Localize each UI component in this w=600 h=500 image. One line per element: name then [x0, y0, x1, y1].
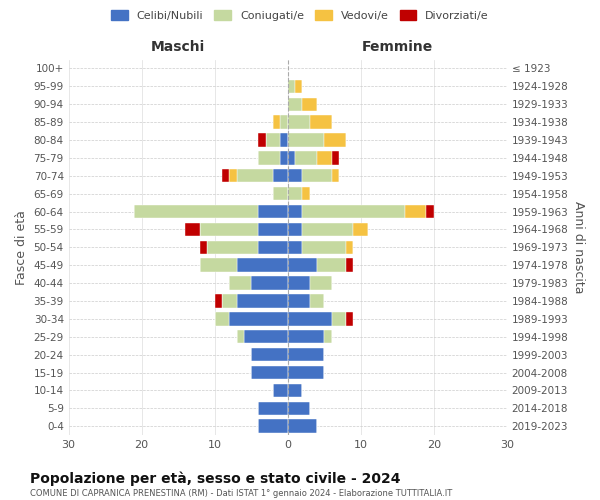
Bar	[310, 116, 331, 129]
Bar	[259, 420, 287, 433]
Bar	[404, 205, 427, 218]
Bar	[200, 258, 236, 272]
Bar	[287, 240, 302, 254]
Bar	[331, 169, 339, 182]
Bar	[259, 205, 287, 218]
Legend: Celibi/Nubili, Coniugati/e, Vedovi/e, Divorziati/e: Celibi/Nubili, Coniugati/e, Vedovi/e, Di…	[107, 6, 493, 25]
Bar	[273, 187, 287, 200]
Bar	[273, 116, 280, 129]
Bar	[208, 240, 259, 254]
Bar	[331, 312, 346, 326]
Bar	[287, 330, 324, 344]
Bar	[273, 384, 287, 397]
Bar	[287, 312, 331, 326]
Bar	[287, 134, 324, 146]
Bar	[236, 294, 287, 308]
Bar	[287, 187, 302, 200]
Bar	[427, 205, 434, 218]
Bar	[259, 240, 287, 254]
Bar	[302, 98, 317, 111]
Bar	[280, 116, 287, 129]
Bar	[287, 116, 310, 129]
Bar	[200, 240, 208, 254]
Bar	[295, 80, 302, 93]
Bar	[287, 169, 302, 182]
Y-axis label: Anni di nascita: Anni di nascita	[572, 201, 585, 294]
Bar	[310, 276, 331, 290]
Bar	[259, 402, 287, 415]
Bar	[215, 312, 229, 326]
Bar	[287, 294, 310, 308]
Bar	[251, 366, 287, 379]
Bar	[266, 134, 280, 146]
Bar	[287, 98, 302, 111]
Bar	[295, 151, 317, 164]
Bar	[317, 258, 346, 272]
Bar	[222, 169, 229, 182]
Bar	[287, 276, 310, 290]
Bar	[302, 187, 310, 200]
Bar	[236, 330, 244, 344]
Bar	[134, 205, 259, 218]
Bar	[324, 134, 346, 146]
Bar	[302, 205, 404, 218]
Bar	[331, 151, 339, 164]
Bar	[302, 240, 346, 254]
Bar	[251, 276, 287, 290]
Bar	[324, 330, 331, 344]
Bar	[229, 169, 236, 182]
Bar	[236, 258, 287, 272]
Bar	[259, 222, 287, 236]
Bar	[346, 240, 353, 254]
Bar	[236, 169, 273, 182]
Bar	[302, 169, 331, 182]
Bar	[185, 222, 200, 236]
Bar	[229, 312, 287, 326]
Bar	[310, 294, 324, 308]
Text: COMUNE DI CAPRANICA PRENESTINA (RM) - Dati ISTAT 1° gennaio 2024 - Elaborazione : COMUNE DI CAPRANICA PRENESTINA (RM) - Da…	[30, 489, 452, 498]
Bar	[200, 222, 259, 236]
Bar	[353, 222, 368, 236]
Bar	[259, 134, 266, 146]
Bar	[287, 348, 324, 362]
Bar	[259, 151, 280, 164]
Bar	[280, 151, 287, 164]
Bar	[346, 258, 353, 272]
Text: Femmine: Femmine	[362, 40, 433, 54]
Bar	[287, 402, 310, 415]
Bar	[317, 151, 331, 164]
Bar	[222, 294, 236, 308]
Bar	[346, 312, 353, 326]
Bar	[244, 330, 287, 344]
Y-axis label: Fasce di età: Fasce di età	[15, 210, 28, 285]
Bar	[302, 222, 353, 236]
Text: Maschi: Maschi	[151, 40, 205, 54]
Bar	[215, 294, 222, 308]
Bar	[229, 276, 251, 290]
Text: Popolazione per età, sesso e stato civile - 2024: Popolazione per età, sesso e stato civil…	[30, 471, 401, 486]
Bar	[251, 348, 287, 362]
Bar	[287, 205, 302, 218]
Bar	[280, 134, 287, 146]
Bar	[287, 258, 317, 272]
Bar	[287, 80, 295, 93]
Bar	[287, 384, 302, 397]
Bar	[273, 169, 287, 182]
Bar	[287, 420, 317, 433]
Bar	[287, 222, 302, 236]
Bar	[287, 151, 295, 164]
Bar	[287, 366, 324, 379]
